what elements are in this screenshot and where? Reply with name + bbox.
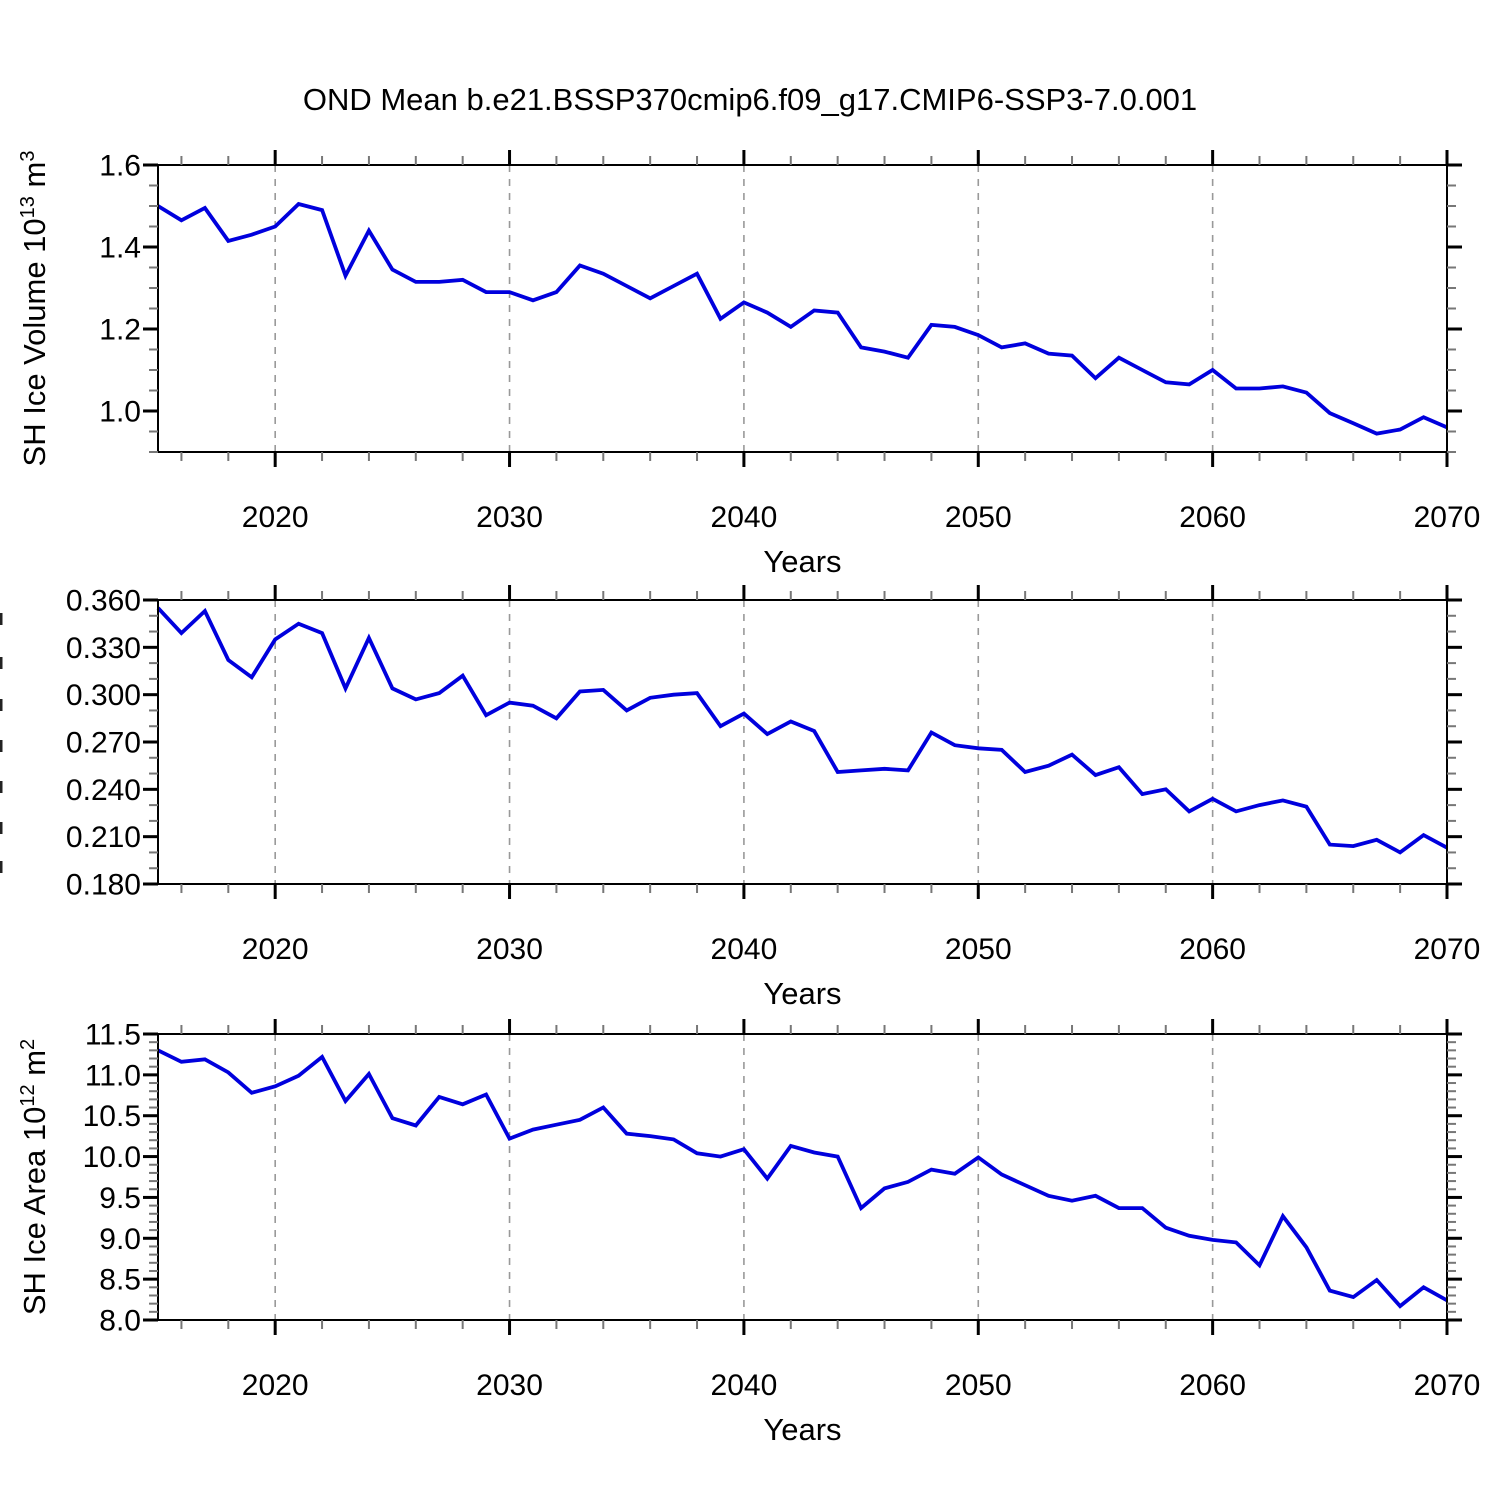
x-axis-label: Years [763,1412,841,1447]
y-tick-label: 11.0 [85,1059,141,1092]
y-tick-label: 0.300 [66,679,141,712]
x-tick-label: 2030 [476,1369,543,1402]
y-tick-label: 10.0 [83,1141,141,1174]
x-tick-label: 2040 [711,501,778,534]
ylabel-clipped-fragment [0,657,3,669]
x-tick-label: 2040 [711,933,778,966]
x-tick-label: 2060 [1179,933,1246,966]
panel-sh-ice-volume: 1.0 1.2 1.4 1.6 2020 2030 2040 2050 2060 2070 Year… [17,150,1480,580]
y-tick-label: 9.5 [99,1182,141,1215]
y-tick-label: 9.0 [99,1223,141,1256]
y-tick-label: 0.360 [66,585,141,618]
x-tick-label: 2060 [1179,1369,1246,1402]
data-line-sh-ice-volume [157,201,1448,436]
ylabel-clipped-fragment [0,781,3,793]
ylabel-clipped-fragment [0,740,3,752]
plot-box [157,164,1448,453]
x-tick-label: 2030 [476,933,543,966]
x-tick-label: 2020 [242,1369,309,1402]
x-tick-label: 2020 [242,501,309,534]
y-tick-label: 0.270 [66,727,141,760]
data-line-sh-ice-area [157,1048,1448,1309]
x-tick-label: 2030 [476,501,543,534]
x-tick-label: 2050 [945,1369,1012,1402]
x-axis-label: Years [763,976,841,1011]
data-line-sh-ice-middle-panel [156,606,1448,855]
y-tick-label: 0.210 [66,821,141,854]
y-tick-label: 0.330 [66,632,141,665]
ylabel-clipped-fragment [0,822,3,834]
plot-box [157,599,1448,885]
x-tick-label: 2040 [711,1369,778,1402]
y-tick-label: 8.5 [99,1264,141,1297]
y-tick-label: 11.5 [85,1019,141,1052]
y-tick-label: 10.5 [83,1100,141,1133]
tick-marks [143,1019,1462,1335]
x-tick-label: 2050 [945,501,1012,534]
y-tick-label: 8.0 [99,1305,141,1338]
panel-sh-ice-area: 8.0 8.5 9.0 9.5 10.0 10.5 11.0 11.5 2020 2030 2040… [17,1019,1480,1448]
x-tick-label: 2070 [1414,1369,1481,1402]
tick-marks [143,585,1462,899]
x-tick-label: 2070 [1414,933,1481,966]
x-tick-label: 2050 [945,933,1012,966]
y-tick-label: 0.180 [66,869,141,902]
x-tick-label: 2060 [1179,501,1246,534]
y-tick-label: 1.4 [99,232,141,265]
ylabel-clipped-fragment [0,613,3,625]
chart-title: OND Mean b.e21.BSSP370cmip6.f09_g17.CMIP… [302,82,1198,117]
x-axis-label: Years [763,544,841,579]
tick-marks [143,150,1462,467]
y-tick-label: 1.6 [99,150,141,183]
y-axis-label: SH Ice Area 1012 m2 [17,1039,52,1315]
y-tick-label: 1.2 [99,314,141,347]
y-tick-label: 1.0 [99,396,141,429]
panel-sh-ice-middle-panel: 0.180 0.210 0.240 0.270 0.300 0.330 0.360 2020 2… [0,585,1481,1011]
plot-box [157,1033,1448,1321]
ylabel-clipped-fragment [0,699,3,711]
ylabel-clipped-fragment [0,861,3,873]
y-tick-label: 0.240 [66,774,141,807]
y-axis-label: SH Ice Volume 1013 m3 [17,151,52,467]
x-tick-label: 2020 [242,933,309,966]
x-tick-label: 2070 [1414,501,1481,534]
